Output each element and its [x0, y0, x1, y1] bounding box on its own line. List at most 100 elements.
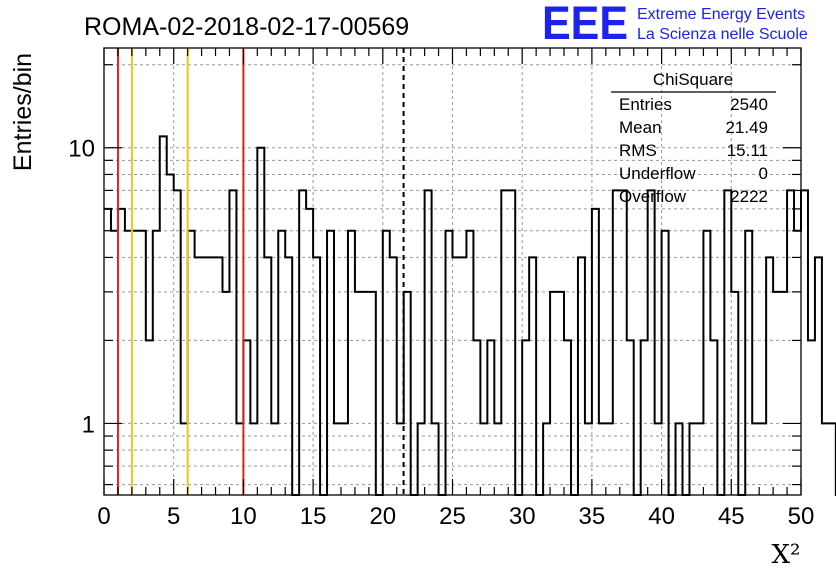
histogram-bin	[202, 257, 209, 495]
histogram-bin	[243, 340, 250, 495]
axes: 1 10 0 5 10 15 20 25 30 35 40 45 50	[68, 48, 814, 530]
logo-wordmark: EEE	[542, 0, 628, 49]
histogram-bin	[459, 257, 466, 495]
histogram-bin	[264, 257, 271, 495]
stats-title: ChiSquare	[653, 70, 733, 89]
histogram-bin	[299, 190, 306, 495]
histogram-bin	[446, 231, 453, 495]
x-tick-label: 10	[230, 503, 257, 530]
stats-value-entries: 2540	[730, 95, 768, 114]
histogram-bin	[466, 231, 473, 495]
histogram-bin	[404, 292, 411, 495]
y-tick-label: 1	[82, 411, 95, 438]
histogram-bin	[508, 190, 515, 495]
histogram-bin	[453, 257, 460, 495]
histogram-bin	[822, 423, 829, 495]
histogram-bin	[425, 190, 432, 495]
histogram-outline	[104, 135, 836, 496]
x-tick-label: 15	[300, 503, 327, 530]
histogram-bin	[641, 340, 648, 495]
histogram-bin	[794, 231, 801, 495]
y-axis-title: Entries/bin	[9, 53, 37, 171]
histogram-bin	[703, 231, 710, 495]
histogram-bin	[195, 257, 202, 495]
logo-line-1: Extreme Energy Events	[637, 6, 805, 23]
histogram-bin	[390, 257, 397, 495]
stats-label-entries: Entries	[619, 95, 672, 114]
histogram-bin	[383, 231, 390, 495]
stats-value-rms: 15.11	[727, 141, 768, 160]
histogram-bin	[745, 231, 752, 495]
x-tick-label: 40	[648, 503, 675, 530]
eee-logo: EEE Extreme Energy Events La Scienza nel…	[542, 0, 808, 49]
histogram-bin	[355, 292, 362, 495]
stats-value-overflow: 2222	[730, 187, 768, 206]
stats-label-mean: Mean	[619, 118, 662, 137]
stats-label-overflow: Overflow	[619, 187, 687, 206]
histogram-bin	[111, 231, 118, 495]
histogram-bin	[118, 209, 125, 495]
histogram-bin	[257, 148, 264, 495]
histogram-bin	[557, 292, 564, 495]
histogram-bin	[285, 257, 292, 495]
x-tick-label: 25	[439, 503, 466, 530]
plot-frame	[103, 47, 802, 496]
x-tick-label: 5	[167, 503, 180, 530]
histogram-bin	[522, 340, 529, 495]
stats-box: ChiSquare Entries 2540 Mean 21.49 RMS 15…	[611, 70, 776, 206]
x-tick-label: 35	[579, 503, 606, 530]
reference-lines	[116, 48, 405, 495]
histogram-bin	[153, 231, 160, 495]
x-tick-label: 0	[97, 503, 110, 530]
histogram-bin	[188, 231, 195, 495]
histogram-bin	[125, 231, 132, 495]
stats-label-underflow: Underflow	[619, 164, 696, 183]
histogram-bin	[564, 340, 571, 495]
histogram-bin	[662, 231, 669, 495]
histogram-bin	[229, 190, 236, 495]
histogram-bin	[348, 231, 355, 495]
y-tick-label: 10	[68, 136, 95, 163]
histogram-bin	[139, 231, 146, 495]
histogram-bin	[787, 190, 794, 495]
histogram-bin	[815, 257, 822, 495]
histogram-bin	[613, 190, 620, 495]
histogram-bin	[146, 340, 153, 495]
histogram-bin	[313, 257, 320, 495]
histogram-bin	[529, 257, 536, 495]
x-tick-label: 20	[369, 503, 396, 530]
x-tick-label: 50	[788, 503, 815, 530]
histogram-bin	[801, 190, 808, 495]
histogram-bin	[209, 257, 216, 495]
histogram-bin	[829, 423, 836, 495]
logo-line-2: La Scienza nelle Scuole	[637, 26, 808, 43]
histogram-bin	[362, 292, 369, 495]
histogram-bin	[216, 257, 223, 495]
histogram-bin	[724, 190, 731, 495]
histogram-bin	[487, 340, 494, 495]
histogram-bin	[808, 340, 815, 495]
histogram-bin	[369, 292, 376, 495]
histogram-bin	[222, 292, 229, 495]
grid	[104, 48, 801, 495]
stats-value-underflow: 0	[759, 164, 768, 183]
histogram-bin	[132, 231, 139, 495]
histogram-bin	[627, 340, 634, 495]
x-tick-label: 30	[509, 503, 536, 530]
histogram-bin	[731, 292, 738, 495]
x-axis-title: X²	[772, 540, 801, 570]
histogram-bin	[648, 190, 655, 495]
stats-value-mean: 21.49	[725, 118, 768, 137]
page-title: ROMA-02-2018-02-17-00569	[84, 13, 409, 41]
histogram-bin	[167, 174, 174, 495]
x-tick-label: 45	[718, 503, 745, 530]
histogram-bin	[766, 257, 773, 495]
histogram-bin	[773, 292, 780, 495]
histogram-bin	[327, 231, 334, 495]
histogram-bin	[278, 231, 285, 495]
histogram-bin	[501, 190, 508, 495]
histogram-series	[104, 135, 836, 496]
histogram-bin	[306, 209, 313, 495]
histogram-bin	[578, 257, 585, 495]
